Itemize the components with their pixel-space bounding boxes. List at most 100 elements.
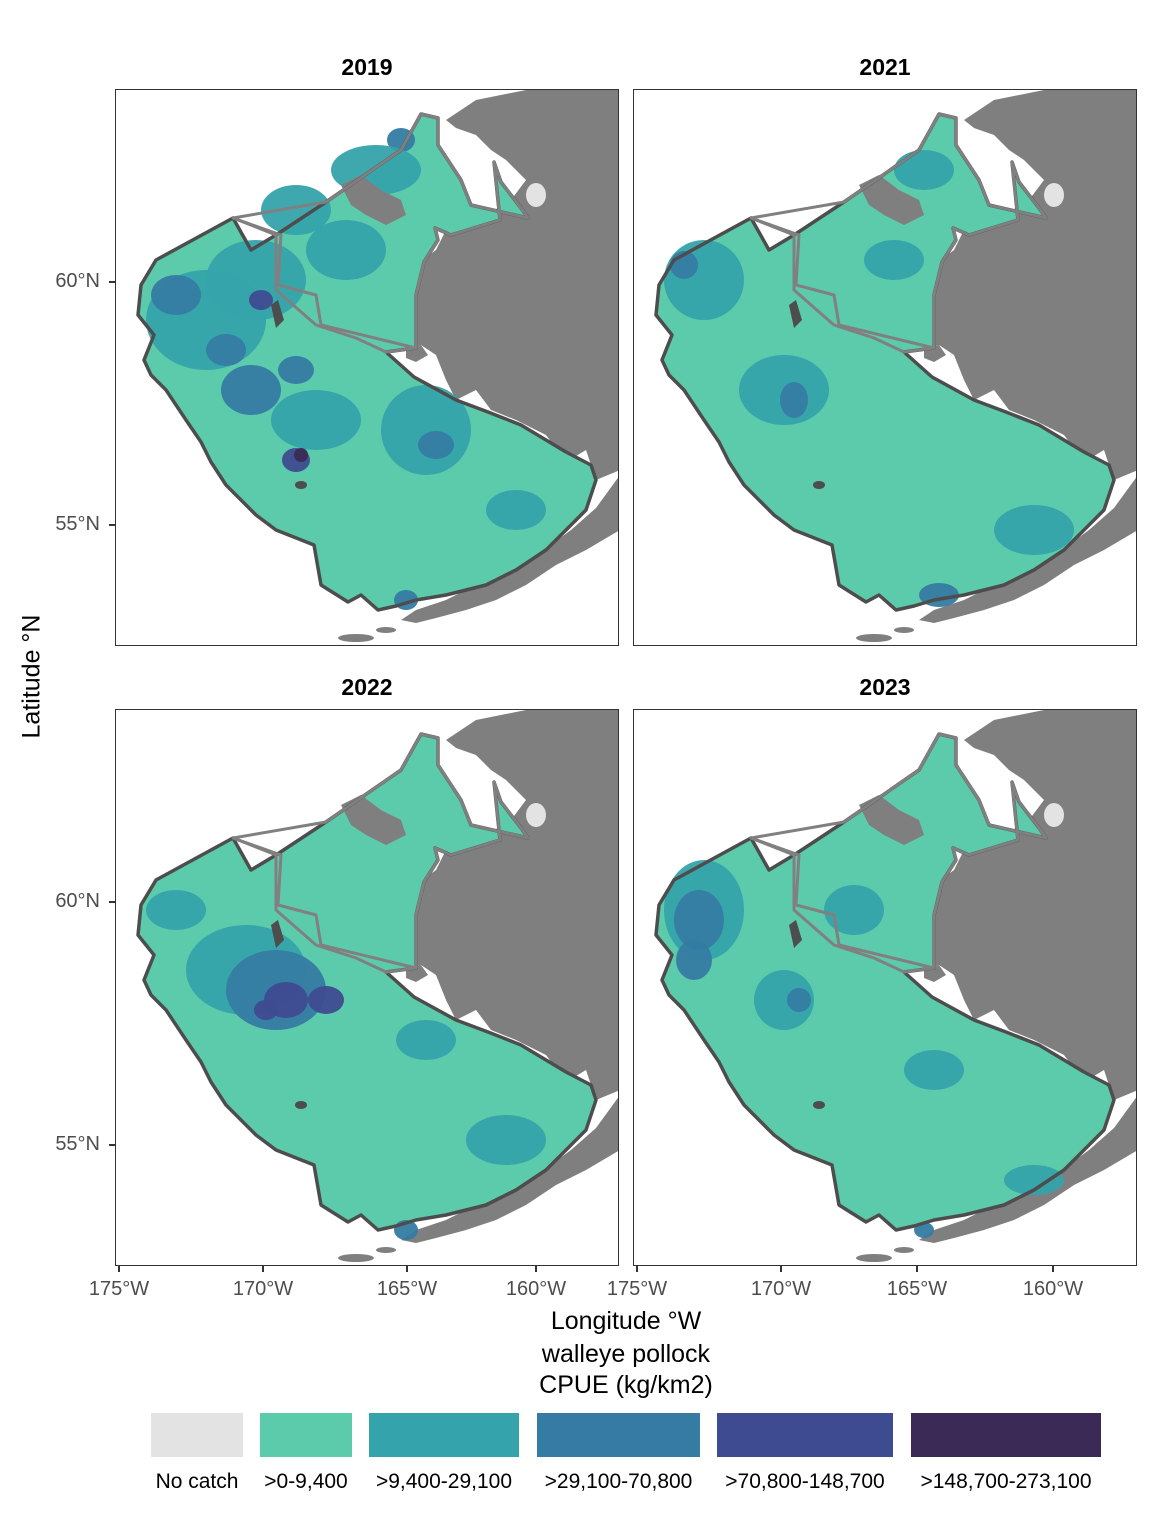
st-lawrence-island bbox=[859, 175, 924, 225]
cpue-patch bbox=[249, 290, 273, 310]
alaska-landmass bbox=[388, 710, 618, 1100]
legend-title-line2: CPUE (kg/km2) bbox=[539, 1371, 713, 1399]
map-panel-2019 bbox=[115, 89, 619, 646]
x-tick-mark bbox=[780, 1266, 782, 1272]
survey-region-fill bbox=[138, 734, 596, 1230]
cpue-patch bbox=[676, 940, 712, 980]
x-tick-label-170: 170°W bbox=[232, 1278, 294, 1300]
strata-boundary-line bbox=[750, 216, 935, 350]
st-matthew-island bbox=[271, 920, 284, 948]
aleutian-island bbox=[856, 634, 892, 642]
st-lawrence-island bbox=[341, 795, 406, 845]
strata-boundary-line bbox=[750, 836, 935, 970]
cpue-patch bbox=[221, 365, 281, 415]
panel-title-2023: 2023 bbox=[859, 674, 911, 700]
x-axis-title: Longitude °W bbox=[550, 1307, 702, 1335]
cpue-patch bbox=[206, 334, 246, 366]
y-tick-label-55: 55°N bbox=[55, 513, 100, 535]
alaska-peninsula bbox=[401, 1097, 618, 1243]
pribilof-island bbox=[295, 1101, 307, 1109]
legend-label-70800-148700: >70,800-148,700 bbox=[725, 1470, 885, 1493]
panel-title-2019: 2019 bbox=[341, 54, 393, 80]
legend-label-no-catch: No catch bbox=[155, 1470, 239, 1493]
aleutian-island bbox=[338, 634, 374, 642]
x-tick-label-165: 165°W bbox=[886, 1278, 948, 1300]
cpue-patch bbox=[894, 150, 954, 190]
x-tick-mark bbox=[916, 1266, 918, 1272]
st-matthew-island bbox=[789, 920, 802, 948]
legend-swatch-148700-273100 bbox=[911, 1413, 1101, 1457]
x-tick-mark bbox=[535, 1266, 537, 1272]
x-tick-label-175: 175°W bbox=[88, 1278, 150, 1300]
survey-region-fill bbox=[656, 734, 1114, 1230]
northern-survey-boundary bbox=[231, 112, 530, 354]
x-tick-mark bbox=[118, 1266, 120, 1272]
legend-label-9400-29100: >9,400-29,100 bbox=[375, 1470, 513, 1493]
cpue-patch bbox=[864, 240, 924, 280]
aleutian-island bbox=[338, 1254, 374, 1262]
x-tick-label-170: 170°W bbox=[750, 1278, 812, 1300]
cpue-patch bbox=[308, 986, 344, 1014]
strata-boundary-line bbox=[232, 216, 417, 350]
alaska-landmass bbox=[906, 710, 1136, 1100]
cpue-patch bbox=[466, 1115, 546, 1165]
y-tick-mark bbox=[109, 1144, 115, 1146]
cpue-patch bbox=[381, 385, 471, 475]
x-tick-mark bbox=[262, 1266, 264, 1272]
cpue-patch bbox=[780, 382, 808, 418]
y-tick-label-55: 55°N bbox=[55, 1133, 100, 1155]
cpue-patch bbox=[146, 890, 206, 930]
cpue-patch bbox=[824, 885, 884, 935]
survey-region-fill bbox=[138, 114, 596, 610]
northern-survey-boundary bbox=[231, 732, 530, 974]
map-drawing bbox=[136, 710, 618, 1262]
st-lawrence-island bbox=[341, 175, 406, 225]
cpue-patch bbox=[674, 890, 724, 950]
alaska-landmass bbox=[388, 90, 618, 480]
legend-swatch-no-catch bbox=[151, 1413, 243, 1457]
panel-title-2022: 2022 bbox=[341, 674, 393, 700]
x-tick-label-160: 160°W bbox=[505, 1278, 567, 1300]
map-panel-2021 bbox=[633, 89, 1137, 646]
legend-swatch-9400-29100 bbox=[369, 1413, 519, 1457]
aleutian-island bbox=[894, 1247, 914, 1253]
map-panel-2022 bbox=[115, 709, 619, 1266]
cpue-patch bbox=[294, 448, 308, 462]
cpue-patch bbox=[994, 505, 1074, 555]
y-tick-mark bbox=[109, 524, 115, 526]
aleutian-island bbox=[376, 627, 396, 633]
northern-survey-boundary bbox=[749, 112, 1048, 354]
no-catch-area bbox=[526, 183, 546, 207]
cpue-patch bbox=[278, 356, 314, 384]
x-tick-mark bbox=[406, 1266, 408, 1272]
x-tick-label-175: 175°W bbox=[606, 1278, 668, 1300]
x-tick-mark bbox=[1052, 1266, 1054, 1272]
y-tick-label-60: 60°N bbox=[55, 270, 100, 292]
pribilof-island bbox=[295, 481, 307, 489]
map-panel-2023 bbox=[633, 709, 1137, 1266]
map-drawing bbox=[654, 90, 1136, 642]
x-tick-label-160: 160°W bbox=[1022, 1278, 1084, 1300]
map-drawing bbox=[136, 90, 618, 642]
x-tick-label-165: 165°W bbox=[376, 1278, 438, 1300]
alaska-landmass bbox=[906, 90, 1136, 480]
no-catch-area bbox=[1044, 183, 1064, 207]
st-matthew-island bbox=[271, 300, 284, 328]
pribilof-island bbox=[813, 1101, 825, 1109]
alaska-peninsula bbox=[919, 477, 1136, 623]
survey-region-fill bbox=[656, 114, 1114, 610]
legend-label-148700-273100: >148,700-273,100 bbox=[920, 1470, 1092, 1493]
northern-survey-boundary bbox=[749, 732, 1048, 974]
aleutian-island bbox=[856, 1254, 892, 1262]
cpue-patch bbox=[306, 220, 386, 280]
map-drawing bbox=[654, 710, 1136, 1262]
y-axis-title: Latitude °N bbox=[17, 614, 46, 739]
no-catch-area bbox=[526, 803, 546, 827]
no-catch-area bbox=[1044, 803, 1064, 827]
alaska-peninsula bbox=[401, 477, 618, 623]
strata-boundary-line bbox=[232, 836, 417, 970]
cpue-patch bbox=[396, 1020, 456, 1060]
legend-swatch-29100-70800 bbox=[537, 1413, 700, 1457]
cpue-patch bbox=[254, 1000, 278, 1020]
aleutian-island bbox=[376, 1247, 396, 1253]
